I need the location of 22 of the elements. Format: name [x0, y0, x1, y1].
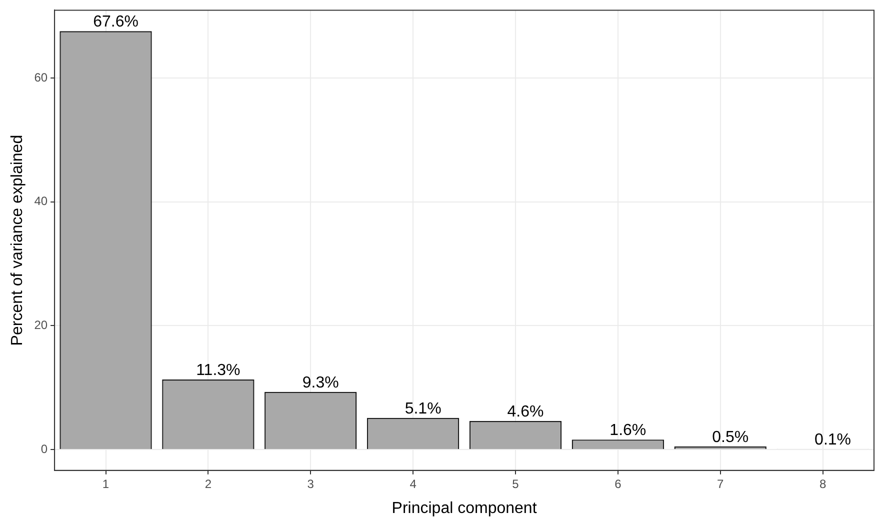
y-tick-label: 60	[34, 70, 48, 84]
x-tick-label: 1	[102, 476, 110, 491]
data-label: 1.6%	[610, 422, 646, 439]
x-axis-title: Principal component	[392, 500, 538, 517]
x-tick-label: 6	[614, 476, 622, 491]
x-tick-label: 4	[410, 476, 417, 491]
y-tick-label: 0	[40, 442, 48, 456]
y-axis-title: Percent of variance explained	[9, 134, 26, 346]
y-tick-label: 40	[34, 194, 48, 208]
x-tick-label: 8	[819, 476, 826, 491]
x-tick-label: 2	[204, 476, 212, 491]
x-tick-label: 7	[717, 476, 724, 491]
data-label: 0.5%	[712, 428, 749, 446]
data-label: 67.6%	[93, 14, 138, 31]
data-label: 9.3%	[302, 374, 339, 392]
x-tick-label: 5	[512, 476, 520, 491]
data-label: 4.6%	[507, 403, 544, 420]
data-label: 0.1%	[814, 431, 852, 448]
data-label: 5.1%	[404, 400, 442, 418]
y-tick-label: 20	[34, 318, 48, 332]
data-label: 11.3%	[196, 362, 240, 379]
x-tick-label: 3	[307, 476, 314, 491]
